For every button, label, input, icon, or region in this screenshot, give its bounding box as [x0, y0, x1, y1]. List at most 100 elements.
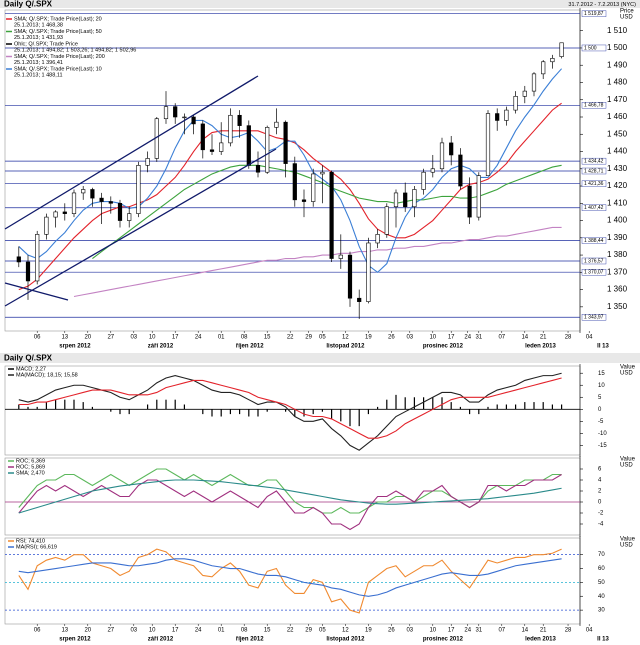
- y-tick-label: 4: [598, 478, 602, 484]
- x-tick-label: 13: [61, 335, 68, 341]
- candle-body: [412, 189, 417, 208]
- y-axis-label: USD: [620, 543, 633, 549]
- x-tick-label: 26: [388, 335, 395, 341]
- candle-body: [439, 142, 445, 170]
- level-label: 1 370,07: [584, 270, 604, 276]
- candle-body: [274, 121, 279, 128]
- x-tick-label: 03: [130, 628, 137, 634]
- y-tick-label: 2: [598, 489, 602, 495]
- candle-body: [338, 254, 343, 259]
- series-line: [18, 377, 562, 439]
- y-axis-label: Value: [620, 537, 636, 543]
- x-tick-label: 15: [264, 335, 271, 341]
- candle-body: [200, 123, 205, 151]
- trendlines: [4, 75, 277, 307]
- candle-body: [53, 211, 58, 218]
- month-label: říjen 2012: [236, 344, 264, 350]
- candle-body: [90, 189, 95, 199]
- level-box: [581, 10, 607, 17]
- legend-label: MA(RSI); 66,619: [16, 544, 57, 550]
- month-label: II 13: [597, 344, 609, 350]
- y-tick-label: 60: [598, 566, 605, 572]
- y-axis-label: USD: [620, 463, 633, 469]
- y-tick-label: 1 400: [607, 216, 628, 225]
- candle-body: [255, 165, 261, 173]
- legend-value: 25.1.2013; 1 396,41: [14, 60, 63, 66]
- level-box: [581, 204, 607, 211]
- series-line: [18, 548, 562, 614]
- y-axis-label: Price: [620, 9, 634, 15]
- candle-body: [99, 197, 104, 202]
- x-tick-label: 26: [388, 628, 395, 634]
- y-tick-label: -15: [598, 443, 607, 449]
- candle-body: [44, 216, 49, 235]
- candle-body: [393, 192, 399, 208]
- legend-value: 25.1.2013; 1 488,11: [14, 72, 63, 78]
- series-line: [73, 226, 562, 298]
- legend-label: SMA; Q/.SPX; Trade Price(Last); 50: [14, 29, 102, 35]
- x-tick-label: 03: [406, 628, 413, 634]
- series-line: [18, 372, 562, 451]
- x-tick-label: 21: [540, 335, 547, 341]
- series-line: [18, 479, 562, 514]
- subheader-bar: [0, 353, 640, 363]
- candle-body: [209, 149, 215, 152]
- y-tick-label: 1 350: [607, 302, 628, 311]
- series-line: [18, 474, 562, 531]
- month-label: listopad 2012: [326, 344, 365, 350]
- y-tick-label: 0: [598, 407, 602, 413]
- legend-label: SMA; Q/.SPX; Trade Price(Last); 20: [14, 16, 102, 22]
- x-tick-label: 20: [84, 628, 91, 634]
- trendline: [4, 75, 259, 230]
- candle-body: [173, 106, 178, 118]
- legend-label: SMA; 2,470: [16, 470, 45, 476]
- candle-body: [347, 254, 353, 299]
- candle-body: [108, 201, 113, 204]
- month-label: srpen 2012: [59, 344, 91, 350]
- x-tick-label: 24: [195, 335, 202, 341]
- candle-body: [311, 173, 316, 202]
- level-box: [581, 102, 607, 109]
- y-tick-label: 15: [598, 371, 605, 377]
- level-box: [581, 167, 607, 175]
- candle-body: [476, 175, 481, 218]
- y-tick-label: 30: [598, 608, 605, 614]
- x-tick-label: 15: [264, 628, 271, 634]
- y-tick-label: -2: [598, 511, 604, 517]
- candle-body: [62, 211, 67, 214]
- x-tick-label: 10: [149, 628, 156, 634]
- x-tick-label: 28: [565, 335, 572, 341]
- y-tick-label: 1 470: [607, 95, 628, 104]
- y-tick-label: 1 410: [607, 198, 628, 207]
- x-tick-label: 13: [61, 628, 68, 634]
- legend-label: MA(MACD); 18,15; 15,58: [16, 372, 78, 378]
- month-label: srpen 2012: [59, 637, 91, 643]
- y-tick-label: 70: [598, 552, 605, 558]
- month-label: listopad 2012: [326, 637, 365, 643]
- x-tick-label: 28: [565, 628, 572, 634]
- candle-body: [430, 168, 435, 173]
- candle-body: [504, 109, 509, 121]
- y-axis-label: USD: [620, 371, 633, 377]
- x-tick-label: 06: [34, 335, 41, 341]
- x-tick-label: 03: [406, 335, 413, 341]
- level-box: [581, 314, 607, 321]
- y-tick-label: 1 430: [607, 164, 628, 173]
- x-tick-label: 24: [464, 628, 471, 634]
- y-axis-label: Value: [620, 457, 636, 463]
- x-tick-label: 06: [34, 628, 41, 634]
- x-tick-label: 04: [586, 628, 593, 634]
- legend-value: 25.1.2013; 1 494,82; 1 503,26; 1 494,82;…: [14, 47, 136, 53]
- candle-body: [228, 114, 233, 144]
- x-tick-label: 07: [498, 628, 505, 634]
- candle-body: [237, 114, 242, 126]
- level-label: 1 376,57: [584, 258, 604, 264]
- legend-label: SMA; Q/.SPX; Trade Price(Last); 10: [14, 66, 102, 72]
- candle-body: [357, 297, 362, 302]
- level-box: [581, 180, 607, 187]
- y-tick-label: 1 390: [607, 233, 628, 242]
- candle-body: [384, 206, 389, 235]
- candle-body: [219, 142, 224, 152]
- candle-body: [136, 165, 141, 214]
- level-label: 1 500: [584, 45, 597, 51]
